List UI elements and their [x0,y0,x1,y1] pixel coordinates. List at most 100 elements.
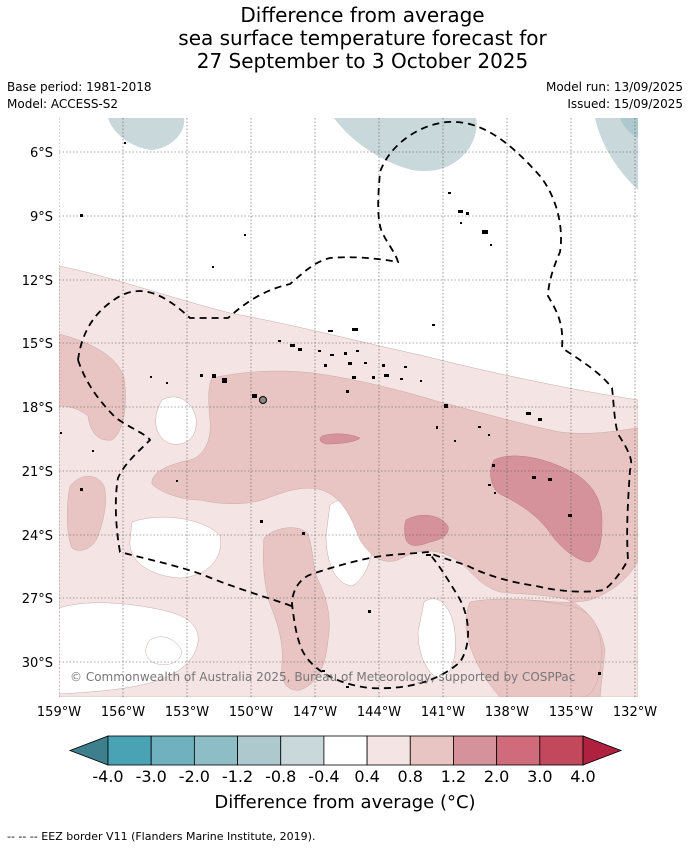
latitude-label: 24°S [22,529,53,544]
island [322,670,325,672]
neutral-patch-5 [417,598,456,681]
longitude-label: 153°W [165,705,209,720]
latitude-label: 9°S [30,210,53,225]
meta-left: Base period: 1981-2018 Model: ACCESS-S2 [7,79,152,113]
island [302,532,305,535]
latitude-label: 27°S [22,592,53,607]
island-large [259,396,267,404]
longitude-label: 150°W [229,705,273,720]
title-line-2: sea surface temperature forecast for [178,26,547,50]
warm-anomaly-1-2-south [404,514,449,546]
island [372,376,375,379]
island [532,476,536,479]
island [260,520,263,523]
eez-borders [77,121,633,690]
island [212,266,214,268]
latitude-label: 6°S [30,146,53,161]
longitude-label: 147°W [293,705,337,720]
island [348,362,352,365]
island [80,488,83,491]
island [290,344,295,347]
issued-date: Issued: 15/09/2025 [567,97,683,111]
longitude-label: 138°W [485,705,529,720]
colorbar-segment [280,735,325,766]
latitude-label: 21°S [22,465,53,480]
latitude-label: 30°S [22,656,53,671]
island [384,374,389,377]
island [364,362,367,364]
island [298,348,302,351]
island [278,340,281,342]
warm-anomaly-1-2-east [490,455,603,563]
colorbar-tick-label: -0.8 [265,767,296,786]
longitude-label: 144°W [357,705,401,720]
model-run: Model run: 13/09/2025 [545,80,683,94]
latitude-label: 12°S [22,274,53,289]
island [244,234,246,236]
island [222,378,227,383]
island [490,244,492,246]
neutral-patch-1 [155,396,197,445]
island [166,382,168,384]
colorbar-label-text: Difference from average (°C) [214,792,476,813]
colorbar-tick-label: 4.0 [570,767,595,786]
island [598,672,601,675]
longitude-label: 141°W [421,705,465,720]
island [344,352,347,355]
colorbar-segment [323,735,368,766]
latitude-label: 18°S [22,401,53,416]
warm-anomaly-0-8-far-west [67,476,106,551]
colorbar-segment [453,735,498,766]
colorbar-tick-label: 0.8 [398,767,423,786]
colorbar-segment [150,735,195,766]
island [368,610,371,613]
island [356,350,359,352]
colorbar-segment [193,735,238,766]
island [382,364,385,367]
cool-anomaly-north-east-inner [620,118,638,138]
island [352,328,358,331]
colorbar-tick-label: 3.0 [527,767,552,786]
colorbar-tick-label: -3.0 [136,767,167,786]
island [330,354,334,356]
map-title: Difference from average sea surface temp… [0,4,690,73]
eez-legend-note: -- -- -- EEZ border V11 (Flanders Marine… [7,830,316,843]
island [318,350,321,352]
island [466,212,469,215]
colorbar-segment [539,735,584,766]
islands [60,142,601,688]
cool-anomaly-north-centre [334,118,477,172]
island [568,514,572,517]
warm-anomaly-0-8-west [59,333,126,441]
longitude-label: 156°W [101,705,145,720]
island [482,230,488,234]
title-line-1: Difference from average [240,3,485,27]
island [448,192,451,194]
base-period: Base period: 1981-2018 [7,80,152,94]
island [346,390,349,393]
colorbar-segment [409,735,454,766]
copyright-text: © Commonwealth of Australia 2025, Bureau… [70,670,575,684]
island [538,418,542,421]
latitude-labels: 6°S 9°S 12°S 15°S 18°S 21°S 24°S 27°S 30°S [22,146,53,671]
longitude-label: 135°W [549,705,593,720]
colorbar: -4.0 -3.0 -2.0 -1.2 -0.8 -0.4 0.4 0.8 1.2 2.0 3.0 4… [68,735,623,786]
island [436,426,438,429]
island [92,450,94,452]
colorbar-tick-label: 0.4 [354,767,379,786]
island [488,484,491,486]
island [454,440,456,442]
warm-anomaly-0-8-south [263,527,330,691]
island [432,324,435,326]
colorbar-segment [496,735,541,766]
island [404,366,407,368]
colorbar-tick-label: -0.4 [308,767,339,786]
island [324,364,327,367]
colorbar-tick-label: 1.2 [441,767,466,786]
colorbar-tick-label: -2.0 [179,767,210,786]
colorbar-under-arrow [68,735,109,766]
island [212,374,216,378]
island [60,432,62,434]
colorbar-over-arrow [582,735,623,766]
